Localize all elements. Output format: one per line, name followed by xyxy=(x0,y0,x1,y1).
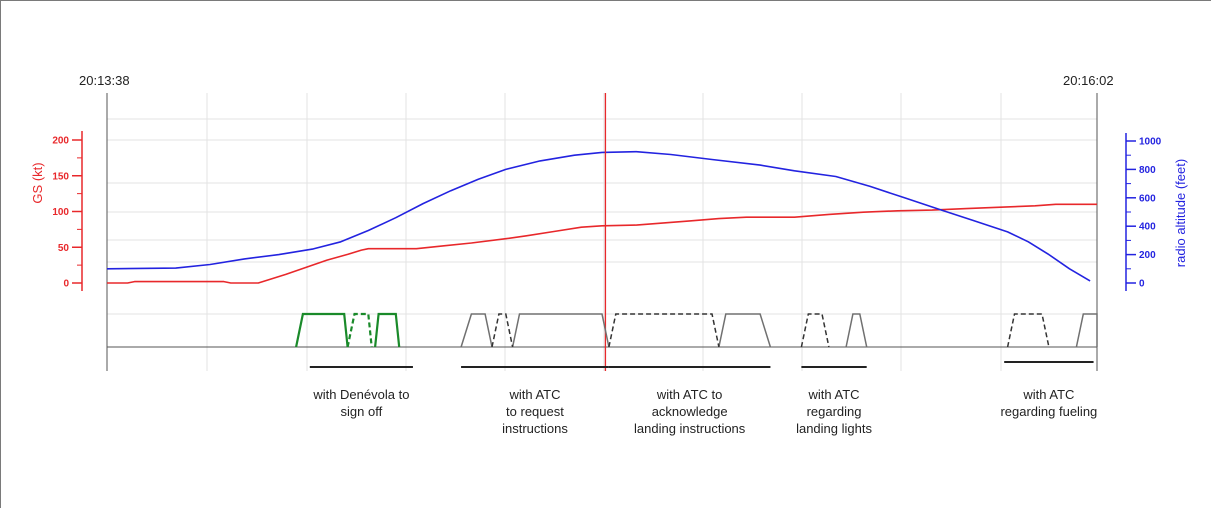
comm-pulse-4-2 xyxy=(800,313,830,348)
gs-tick-label-4: 200 xyxy=(52,136,69,147)
annotation-text-2-0: with ATC to xyxy=(656,387,723,402)
time-start-label: 20:13:38 xyxy=(79,73,130,88)
comm-pulse-4-1 xyxy=(608,313,720,348)
series-layer xyxy=(106,93,1097,371)
annotation-text-3-2: landing lights xyxy=(796,421,872,436)
annotation-text-3-0: with ATC xyxy=(808,387,860,402)
ra-tick-label-3: 600 xyxy=(1139,193,1156,204)
ra-tick-label-5: 1000 xyxy=(1139,137,1162,148)
comm-pulse-2-0 xyxy=(374,312,401,348)
ra-tick-label-1: 200 xyxy=(1139,250,1156,261)
ra-tick-label-4: 800 xyxy=(1139,165,1156,176)
annotation-text-1-1: to request xyxy=(506,404,564,419)
annotation-text-0-0: with Denévola to xyxy=(312,387,409,402)
gs-tick-label-0: 0 xyxy=(63,279,69,290)
annotation-text-4-1: regarding fueling xyxy=(1000,404,1097,419)
axes: 0 50 100 150 200 GS (kt) 0 200 400 600 800 1000 radi… xyxy=(30,93,1188,371)
grid xyxy=(107,93,1097,371)
comm-pulse-0-0 xyxy=(295,312,349,348)
annotation-text-1-0: with ATC xyxy=(508,387,560,402)
comm-pulse-3-0 xyxy=(460,313,493,348)
time-end-label: 20:16:02 xyxy=(1063,73,1114,88)
gs-tick-label-2: 100 xyxy=(52,207,69,218)
annotation-text-2-1: acknowledge xyxy=(652,404,728,419)
annotation-text-1-2: instructions xyxy=(502,421,568,436)
radio-altitude-line xyxy=(106,150,1091,282)
gs-axis-title: GS (kt) xyxy=(30,162,45,203)
comm-pulse-3-4 xyxy=(1075,313,1098,348)
comm-pulse-4-0 xyxy=(491,313,514,348)
comm-traces xyxy=(295,312,1098,348)
annotation-text-3-1: regarding xyxy=(807,404,862,419)
comm-pulse-3-1 xyxy=(511,313,610,348)
comm-pulse-3-2 xyxy=(718,313,772,348)
ra-tick-label-2: 400 xyxy=(1139,222,1156,233)
annotations: with Denévola to sign off with ATC to reque… xyxy=(309,361,1097,436)
annotation-text-4-0: with ATC xyxy=(1022,387,1074,402)
comm-pulse-4-3 xyxy=(1006,313,1050,348)
ra-tick-label-0: 0 xyxy=(1139,279,1145,290)
gs-line xyxy=(107,203,1097,284)
annotation-text-2-2: landing instructions xyxy=(634,421,746,436)
comm-pulse-3-3 xyxy=(845,313,868,348)
gs-tick-label-3: 150 xyxy=(52,171,69,182)
ra-axis-title: radio altitude (feet) xyxy=(1173,159,1188,267)
annotation-text-0-1: sign off xyxy=(341,404,383,419)
gs-tick-label-1: 50 xyxy=(58,243,70,254)
comm-pulse-1-0 xyxy=(346,312,373,348)
